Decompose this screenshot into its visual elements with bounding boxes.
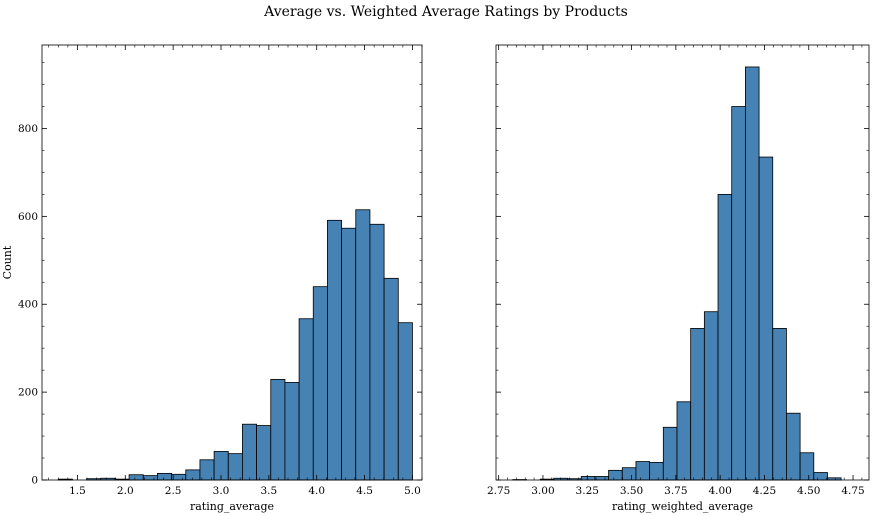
- axes-frame-left: [41, 44, 423, 481]
- bar: [256, 425, 272, 481]
- x-tick-label: 2.0: [117, 485, 134, 497]
- bar: [185, 469, 201, 481]
- x-tick-label: 2.75: [487, 485, 510, 497]
- bar: [298, 318, 314, 481]
- y-tick-label: 600: [18, 211, 38, 223]
- bar: [717, 193, 733, 481]
- x-tick-label: 1.5: [69, 485, 86, 497]
- x-ticks-right: 2.75 3.00 3.25 3.50 3.75 4.00 4.25 4.50 4.75: [487, 45, 865, 497]
- bar: [799, 452, 815, 481]
- bar: [128, 474, 144, 481]
- y-axis-label-left: Count: [1, 245, 14, 279]
- bar: [772, 328, 787, 481]
- x-ticks-left: 1.5 2.0 2.5 3.0 3.5 4.0 4.5 5.0: [48, 45, 423, 497]
- bar: [157, 473, 173, 481]
- axes-frame-right: [495, 44, 870, 481]
- bars-rating-weighted-average: [512, 66, 842, 481]
- bar: [312, 286, 328, 481]
- y-tick-label: 200: [18, 387, 38, 399]
- x-tick-label: 3.00: [531, 485, 554, 497]
- x-tick-label: 5.0: [404, 485, 421, 497]
- bar: [227, 453, 243, 481]
- bar: [284, 382, 300, 481]
- bar: [270, 378, 286, 481]
- x-tick-label: 4.25: [753, 485, 776, 497]
- bar: [731, 106, 746, 481]
- y-tick-label: 0: [31, 475, 38, 487]
- bar: [758, 156, 774, 481]
- x-tick-label: 4.5: [356, 485, 373, 497]
- bar: [649, 462, 664, 481]
- x-tick-label: 4.00: [708, 485, 731, 497]
- y-ticks-left: 0 200 400 600 800: [18, 62, 422, 487]
- bar: [327, 219, 342, 481]
- x-tick-label: 4.50: [797, 485, 820, 497]
- bar: [341, 227, 357, 481]
- x-tick-label: 3.75: [664, 485, 687, 497]
- bar: [242, 423, 257, 481]
- x-tick-label: 4.0: [308, 485, 325, 497]
- bar: [676, 401, 692, 481]
- bar: [369, 223, 385, 481]
- histogram-rating-weighted-average: 2.75 3.00 3.25 3.50 3.75 4.00 4.25 4.50 4.75 rat…: [487, 44, 870, 513]
- bar: [635, 461, 651, 481]
- x-axis-label-right: rating_weighted_average: [612, 500, 753, 513]
- y-ticks-right: [496, 62, 869, 481]
- x-axis-label-left: rating_average: [190, 500, 274, 513]
- bar: [813, 472, 828, 481]
- bar: [355, 209, 371, 481]
- x-tick-label: 3.0: [213, 485, 230, 497]
- y-tick-label: 400: [18, 299, 38, 311]
- bar: [397, 322, 413, 481]
- bar: [594, 476, 609, 481]
- histogram-rating-average: 1.5 2.0 2.5 3.0 3.5 4.0 4.5 5.0 0 200 400 600 800 r…: [1, 44, 423, 513]
- bar: [199, 459, 215, 481]
- bar: [662, 426, 678, 481]
- bar: [703, 311, 719, 481]
- bars-rating-average: [57, 209, 413, 481]
- figure-title: Average vs. Weighted Average Ratings by …: [263, 4, 628, 20]
- x-tick-label: 3.25: [576, 485, 599, 497]
- y-tick-label: 800: [18, 123, 38, 135]
- bar: [690, 328, 705, 481]
- x-tick-label: 3.5: [260, 485, 277, 497]
- bar: [142, 475, 158, 481]
- bar: [580, 476, 596, 481]
- bar: [171, 473, 187, 481]
- x-tick-label: 4.75: [841, 485, 864, 497]
- bar: [786, 412, 801, 481]
- bar: [744, 66, 760, 481]
- x-tick-label: 3.50: [620, 485, 643, 497]
- x-tick-label: 2.5: [165, 485, 182, 497]
- bar: [383, 277, 399, 481]
- bar: [608, 469, 623, 481]
- bar: [621, 467, 637, 481]
